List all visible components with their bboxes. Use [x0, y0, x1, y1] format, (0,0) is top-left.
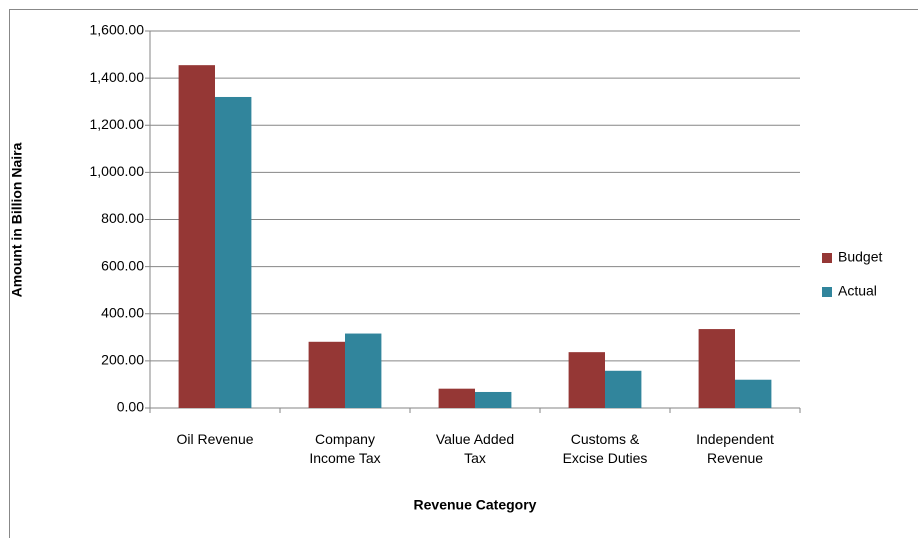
x-axis-title: Revenue Category	[414, 497, 537, 513]
x-tick-label-line: Customs &	[571, 431, 640, 447]
x-tick-label: Oil Revenue	[176, 431, 253, 447]
x-tick-label: Company Income Tax	[309, 431, 380, 466]
x-tick-label-line: Income Tax	[309, 450, 380, 466]
bar	[605, 370, 642, 408]
x-tick-label: Value Added Tax	[436, 431, 514, 466]
x-tick-label-line: Revenue	[707, 450, 763, 466]
x-tick-label: Independent Revenue	[696, 431, 774, 466]
x-tick-label-line: Independent	[696, 431, 774, 447]
y-axis-title: Amount in Billion Naira	[9, 142, 25, 297]
y-tick-label: 0.00	[117, 399, 144, 415]
x-tick-label-line: Value Added	[436, 431, 514, 447]
x-tick-label-line: Company	[315, 431, 375, 447]
legend-swatch	[822, 253, 832, 263]
y-tick-label: 800.00	[101, 210, 144, 226]
bar	[568, 352, 605, 408]
bar	[698, 329, 735, 408]
bar	[735, 379, 772, 408]
legend-label: Actual	[838, 283, 877, 299]
x-tick-label-line: Tax	[464, 450, 486, 466]
x-tick-label-line: Oil Revenue	[176, 431, 253, 447]
y-tick-label: 1,000.00	[90, 163, 145, 179]
y-tick-label: 1,400.00	[90, 69, 145, 85]
y-tick-label: 1,600.00	[90, 22, 145, 38]
bar	[345, 333, 382, 408]
y-tick-label: 200.00	[101, 352, 144, 368]
legend-label: Budget	[838, 249, 882, 265]
bar	[215, 96, 252, 408]
chart-border	[9, 9, 918, 538]
x-tick-label-line: Excise Duties	[563, 450, 648, 466]
bar	[475, 391, 512, 408]
y-tick-label: 600.00	[101, 257, 144, 273]
y-tick-label: 400.00	[101, 304, 144, 320]
bar	[308, 341, 345, 408]
y-tick-label: 1,200.00	[90, 116, 145, 132]
bar	[178, 65, 215, 409]
bar	[438, 388, 475, 408]
legend-swatch	[822, 287, 832, 297]
x-tick-label: Customs & Excise Duties	[563, 431, 648, 466]
